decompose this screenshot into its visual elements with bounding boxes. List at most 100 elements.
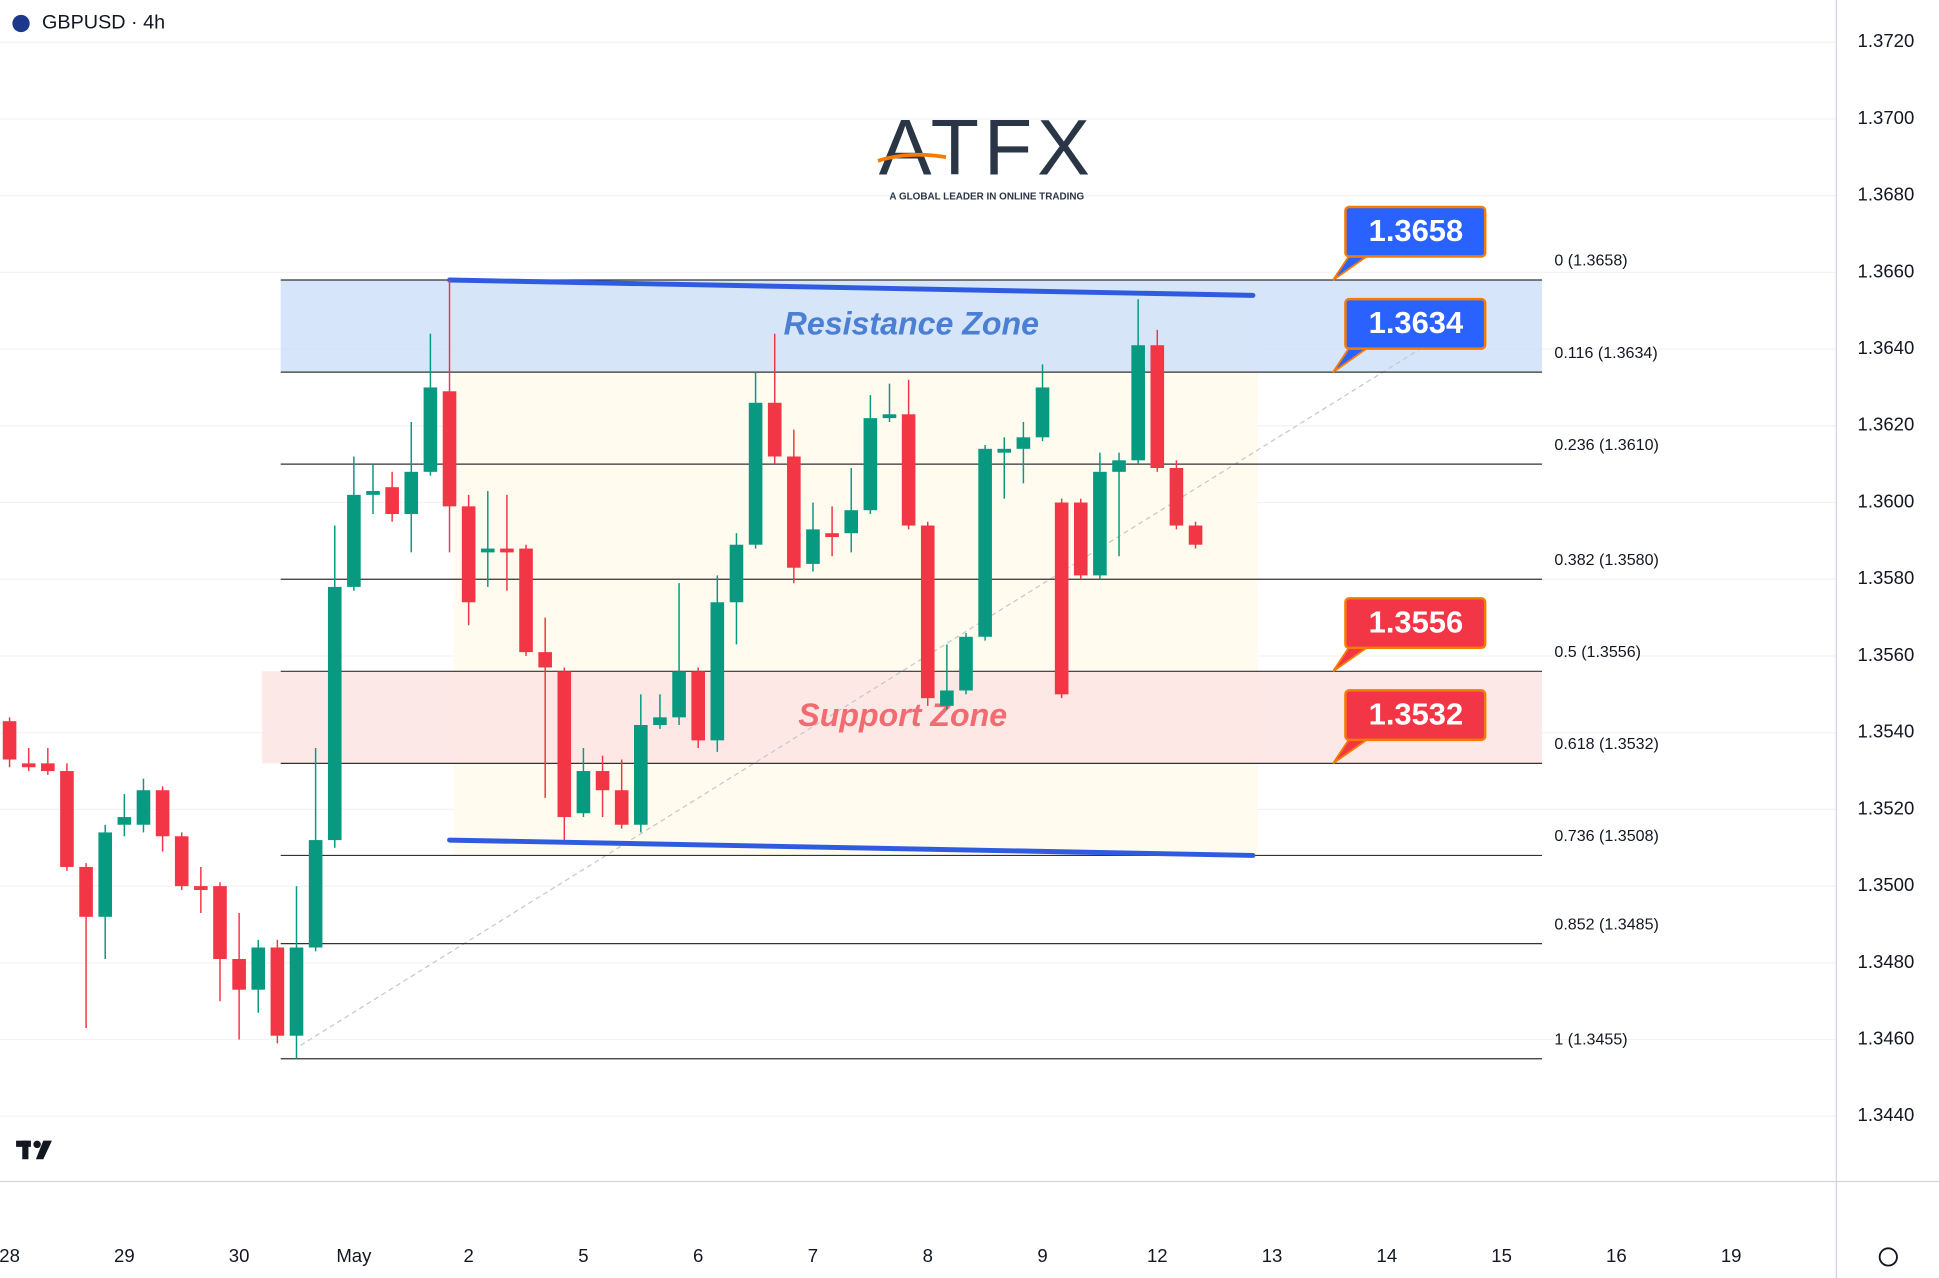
axes: 1.3440 1.3460 1.3480 1.3500 1.3520 1.3540 1.35… — [0, 30, 1914, 1266]
fib-label: 0.5 (1.3556) — [1554, 643, 1641, 661]
watermark-title: ATFX — [879, 102, 1095, 191]
fib-label: 0.736 (1.3508) — [1554, 827, 1658, 845]
candle-body — [557, 671, 572, 818]
fib-trend-line — [300, 308, 1485, 1046]
candle-body — [2, 721, 17, 760]
candle-body — [194, 886, 208, 890]
y-tick-label: 1.3680 — [1858, 184, 1915, 205]
candle-body — [366, 491, 380, 495]
candle-body — [1016, 437, 1031, 449]
y-tick-label: 1.3720 — [1858, 30, 1915, 51]
candle-body — [653, 717, 667, 726]
candle-body — [41, 763, 55, 772]
candle-body — [729, 544, 744, 603]
tv-logo — [16, 1140, 52, 1160]
x-tick-label: 9 — [1037, 1245, 1047, 1266]
candle-body — [500, 548, 514, 553]
candle-body — [327, 586, 342, 841]
callout-pointer — [1332, 644, 1374, 673]
candle-body — [710, 602, 725, 741]
candle-body — [423, 387, 438, 472]
callout-label: 1.3658 — [1369, 213, 1464, 248]
candle-body — [232, 959, 246, 990]
candle-body — [787, 456, 801, 568]
candle-body — [997, 448, 1012, 453]
candle-body — [385, 487, 399, 515]
candle-body — [270, 947, 285, 1036]
candle-body — [767, 402, 782, 457]
callout-pointer — [1332, 253, 1374, 281]
candle-body — [347, 494, 361, 587]
x-tick-label: 6 — [693, 1245, 703, 1266]
candle-body — [614, 790, 629, 825]
fib-label: 0.852 (1.3485) — [1554, 915, 1658, 933]
candle-body — [959, 636, 973, 691]
watermark-tagline: A GLOBAL LEADER IN ONLINE TRADING — [889, 191, 1084, 202]
candle-body — [155, 790, 170, 837]
fib-label: 0.236 (1.3610) — [1554, 436, 1658, 454]
x-tick-label: 8 — [923, 1245, 933, 1266]
callout-box — [1344, 205, 1487, 258]
y-tick-label: 1.3700 — [1858, 107, 1915, 128]
candle-body — [1073, 502, 1088, 576]
chart-title: GBPUSD · 4h — [42, 12, 165, 34]
y-tick-label: 1.3660 — [1858, 260, 1915, 281]
x-tick-label: 28 — [0, 1245, 20, 1266]
callouts: 1.3658 1.3634 1.3556 1.3532 — [1332, 205, 1487, 765]
y-tick-label: 1.3540 — [1858, 721, 1915, 742]
candle-body — [844, 510, 859, 534]
candle-body — [978, 448, 992, 637]
candle-body — [1054, 502, 1069, 695]
settings-icon[interactable] — [1878, 1247, 1898, 1267]
x-tick-label: 29 — [114, 1245, 135, 1266]
callout-label: 1.3532 — [1369, 697, 1464, 732]
candle-body — [1035, 387, 1050, 438]
y-tick-label: 1.3600 — [1858, 490, 1915, 511]
channel-line — [447, 277, 1256, 298]
x-tick-label: 15 — [1491, 1245, 1512, 1266]
x-tick-label: 16 — [1606, 1245, 1627, 1266]
watermark-swoosh — [877, 152, 947, 163]
candle-body — [1112, 460, 1126, 472]
zone-label: Resistance Zone — [784, 306, 1039, 342]
y-tick-label: 1.3580 — [1858, 567, 1915, 588]
candles — [2, 280, 1203, 1059]
candle-body — [289, 947, 304, 1036]
fib-levels: 0 (1.3658) 0.116 (1.3634) 0.236 (1.3610) 0.… — [280, 252, 1659, 1060]
candle-body — [117, 817, 132, 825]
candle-body — [538, 652, 552, 668]
candle-body — [1131, 345, 1145, 461]
fib-label: 1 (1.3455) — [1554, 1030, 1627, 1048]
candle-body — [901, 414, 916, 526]
flag-icon — [12, 14, 30, 33]
callout-box — [1344, 597, 1487, 650]
trendlines — [447, 277, 1256, 858]
zone — [262, 671, 1543, 764]
candle-body — [480, 548, 495, 553]
x-tick-label: May — [336, 1245, 372, 1266]
candle-body — [251, 947, 266, 990]
callout-label: 1.3634 — [1369, 305, 1464, 340]
x-tick-label: 13 — [1262, 1245, 1283, 1266]
x-tick-label: 19 — [1721, 1245, 1742, 1266]
candle-body — [748, 402, 763, 545]
x-tick-label: 12 — [1147, 1245, 1168, 1266]
candle-body — [404, 471, 419, 515]
candle-body — [691, 671, 706, 741]
y-tick-label: 1.3520 — [1858, 797, 1915, 818]
y-tick-label: 1.3480 — [1858, 951, 1915, 972]
y-tick-label: 1.3620 — [1858, 414, 1915, 435]
candle-body — [60, 771, 74, 867]
candle-body — [940, 690, 954, 706]
x-tick-label: 5 — [578, 1245, 588, 1266]
candle-body — [1093, 471, 1107, 576]
y-tick-label: 1.3560 — [1858, 644, 1915, 665]
candle-body — [519, 548, 533, 653]
candle-body — [882, 414, 897, 419]
fib-label: 0.116 (1.3634) — [1554, 344, 1657, 362]
candle-body — [461, 506, 476, 603]
callout-box — [1344, 297, 1487, 350]
